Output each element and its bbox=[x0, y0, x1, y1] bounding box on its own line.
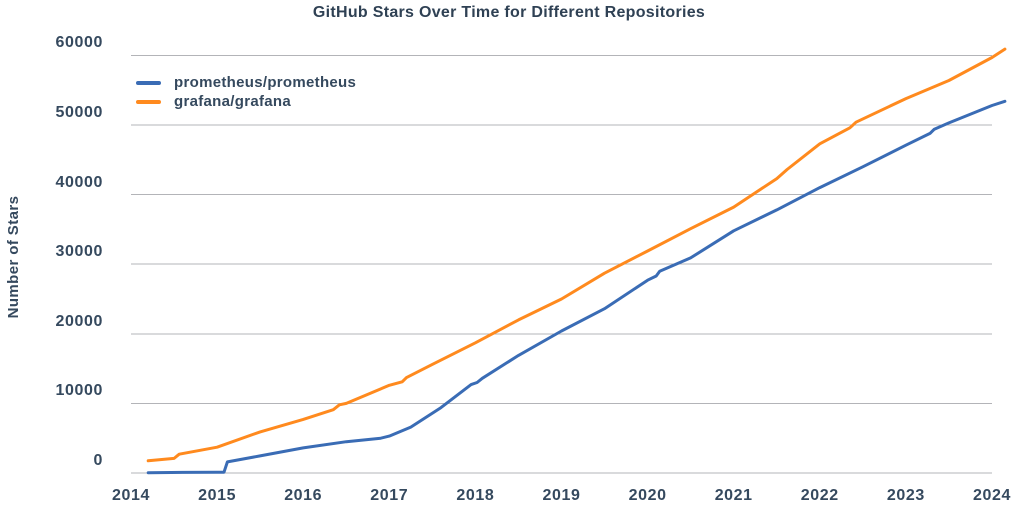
legend-line-swatch-blue bbox=[136, 80, 161, 85]
legend: prometheus/prometheus grafana/grafana bbox=[136, 74, 357, 110]
x-tick-label: 2018 bbox=[456, 487, 495, 504]
legend-item-grafana: grafana/grafana bbox=[136, 93, 356, 110]
legend-line-swatch-orange bbox=[136, 99, 161, 104]
series-line-grafana bbox=[146, 47, 1007, 463]
x-tick-label: 2022 bbox=[800, 487, 839, 504]
y-tick-label: 10000 bbox=[55, 382, 103, 400]
x-tick-label: 2020 bbox=[628, 487, 667, 504]
series-line-prometheus bbox=[146, 99, 1007, 475]
x-tick-label: 2014 bbox=[112, 487, 150, 504]
y-tick-label: 40000 bbox=[55, 173, 103, 191]
x-tick-label: 2016 bbox=[284, 487, 323, 504]
y-tick-label: 0 bbox=[93, 452, 103, 469]
y-tick-label: 20000 bbox=[55, 312, 103, 330]
legend-label: prometheus/prometheus bbox=[174, 74, 357, 91]
x-tick-label: 2024 bbox=[973, 487, 1011, 504]
y-tick-label: 50000 bbox=[55, 104, 103, 121]
y-tick-label: 30000 bbox=[55, 243, 103, 261]
x-tick-label: 2019 bbox=[542, 487, 581, 504]
legend-item-prometheus: prometheus/prometheus bbox=[136, 74, 357, 91]
x-tick-label: 2021 bbox=[714, 487, 753, 504]
y-tick-label: 60000 bbox=[55, 34, 103, 52]
chart-title: GitHub Stars Over Time for Different Rep… bbox=[312, 4, 706, 21]
x-tick-label: 2015 bbox=[198, 487, 237, 504]
x-tick-label: 2017 bbox=[370, 487, 409, 504]
legend-label: grafana/grafana bbox=[174, 93, 292, 110]
x-tick-label: 2023 bbox=[886, 487, 925, 504]
